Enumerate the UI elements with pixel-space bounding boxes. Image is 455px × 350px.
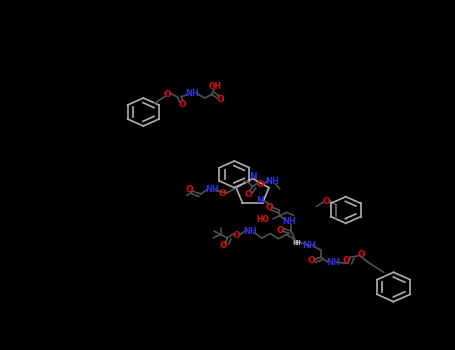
Text: HO: HO [256,215,269,224]
Text: O: O [233,231,241,240]
Text: NH: NH [283,217,296,226]
Text: O: O [178,100,186,109]
Text: O: O [265,203,273,212]
Text: NH: NH [303,241,316,250]
Text: O: O [163,90,172,99]
Text: NH: NH [265,177,279,187]
Text: H: H [294,240,300,246]
Text: OH: OH [209,82,222,91]
Text: O: O [217,95,225,104]
Text: O: O [343,256,351,265]
Text: O: O [244,190,252,199]
Text: NH: NH [205,185,219,194]
Text: H: H [292,239,298,246]
Text: N: N [257,196,264,205]
Text: NH: NH [326,258,340,267]
Text: O: O [277,226,285,235]
Text: NH: NH [185,89,199,98]
Text: O: O [323,197,331,206]
Text: N: N [249,172,256,181]
Text: NH: NH [243,227,257,236]
Text: O: O [308,256,316,265]
Text: O: O [257,180,265,189]
Text: O: O [186,185,193,194]
Text: O: O [358,250,366,259]
Text: O: O [220,241,228,250]
Text: O: O [218,189,226,198]
